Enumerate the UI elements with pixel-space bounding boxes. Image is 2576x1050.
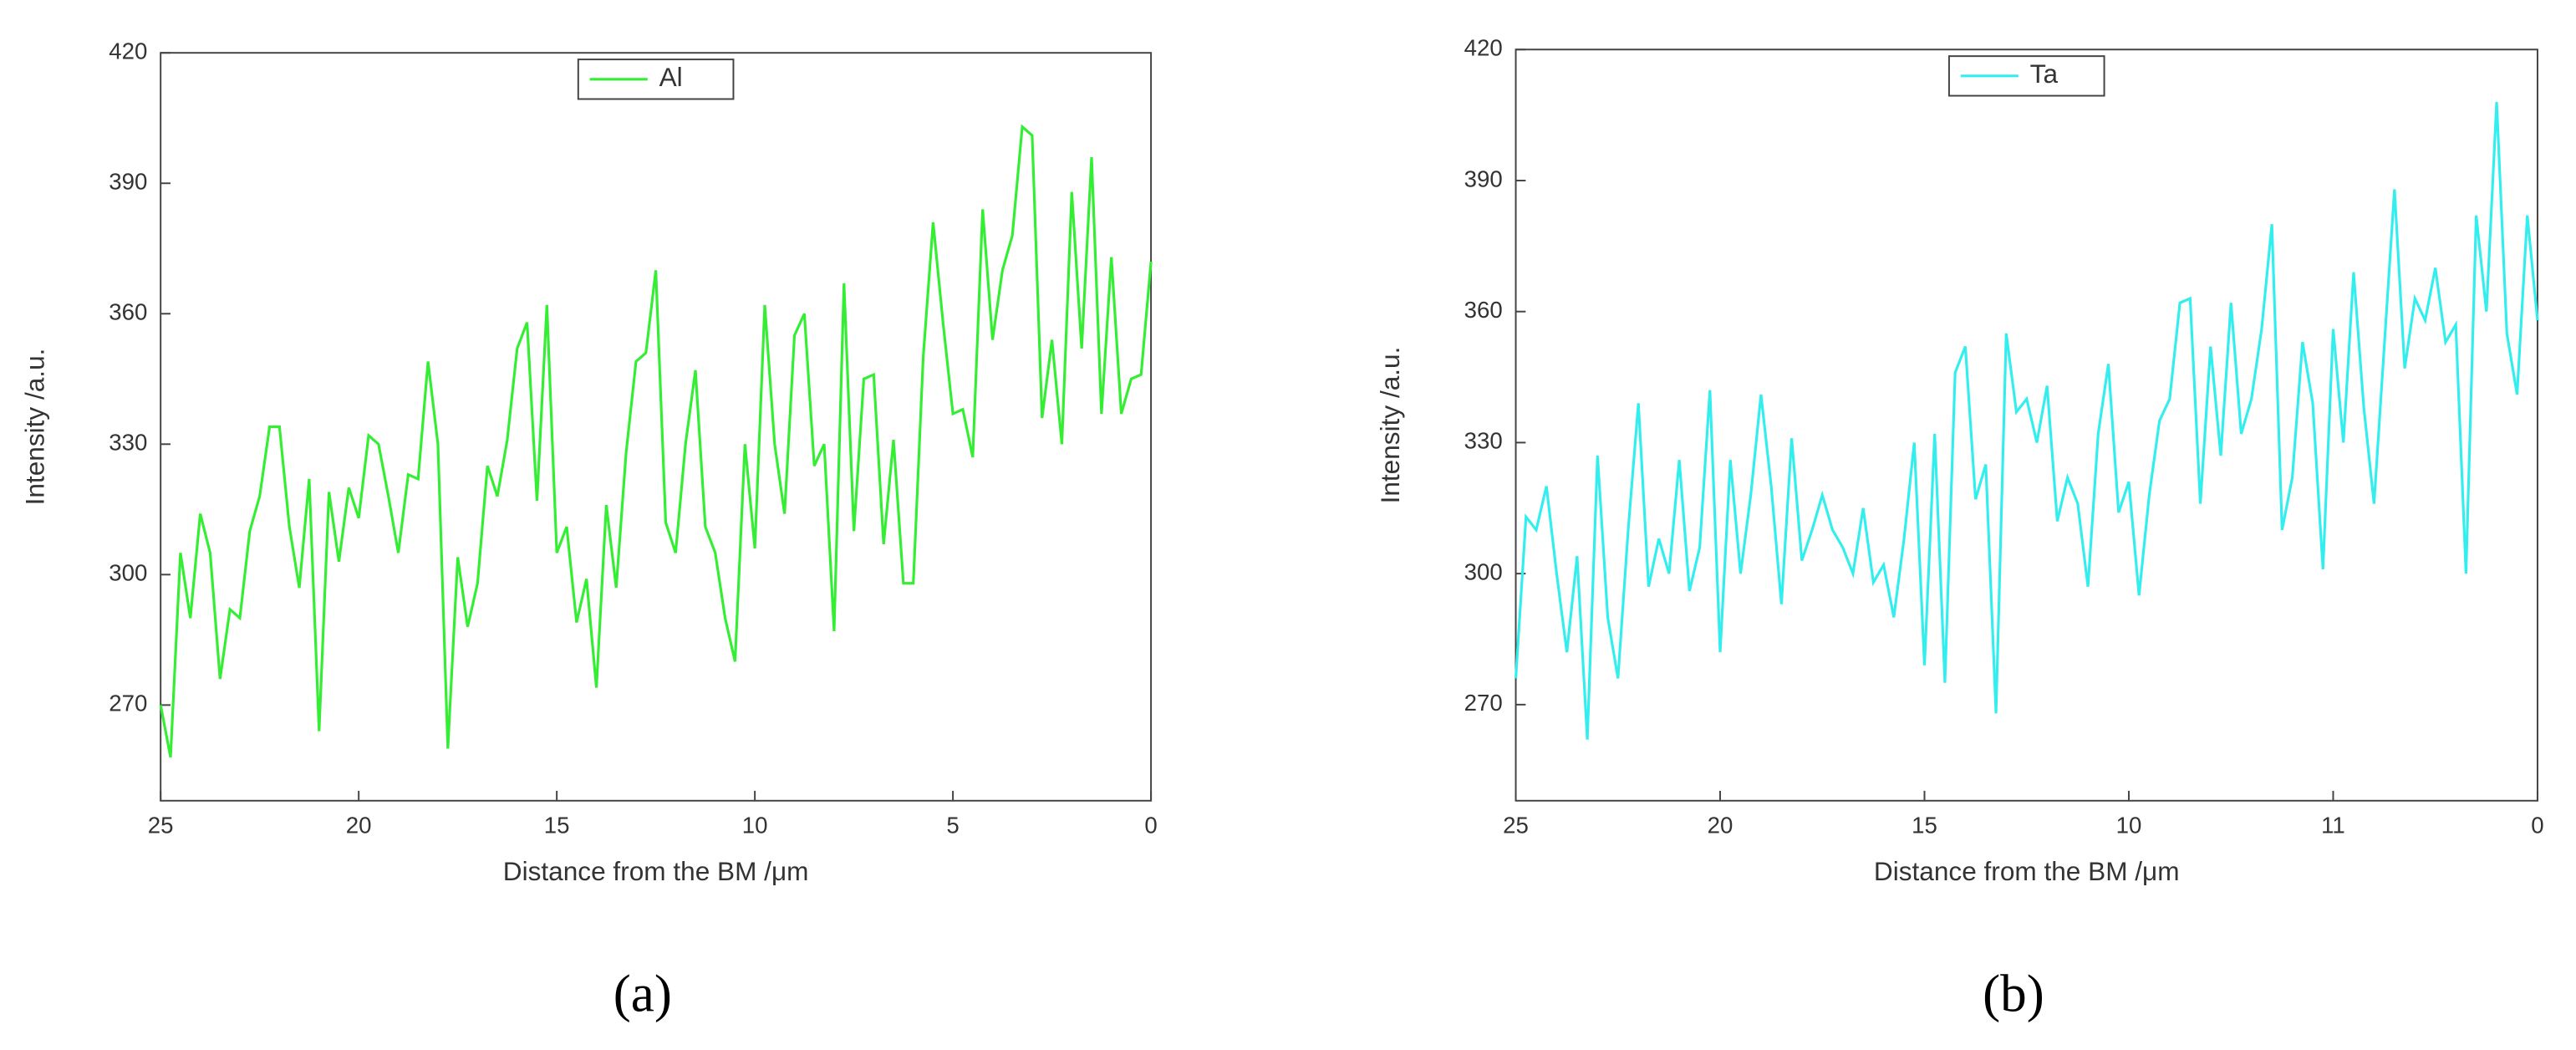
- y-tick-label: 330: [1464, 428, 1503, 454]
- y-tick-label: 270: [1464, 690, 1503, 716]
- legend-label: Ta: [2030, 59, 2059, 89]
- x-tick-label: 20: [346, 813, 372, 838]
- y-tick-label: 360: [109, 299, 147, 325]
- y-tick-label: 300: [109, 560, 147, 586]
- panel-caption: (a): [613, 964, 672, 1022]
- x-tick-label: 25: [148, 813, 174, 838]
- x-tick-label: 20: [1708, 813, 1733, 838]
- y-axis-label: Intensity /a.u.: [19, 349, 49, 506]
- x-tick-label: 10: [2116, 813, 2142, 838]
- x-tick-label: 5: [946, 813, 959, 838]
- y-tick-label: 360: [1464, 297, 1503, 323]
- y-tick-label: 330: [109, 430, 147, 456]
- panel-caption: (b): [1983, 964, 2044, 1022]
- y-tick-label: 300: [1464, 558, 1503, 584]
- plot-frame: [160, 52, 1153, 802]
- x-tick-label: 0: [2531, 813, 2543, 838]
- x-tick-label: 15: [544, 813, 570, 838]
- y-axis-label: Intensity /a.u.: [1375, 347, 1405, 504]
- y-tick-label: 390: [1464, 166, 1503, 191]
- x-tick-label: 11: [2321, 813, 2345, 838]
- legend-label: Al: [659, 62, 683, 92]
- y-tick-label: 420: [109, 38, 147, 64]
- x-tick-label: 10: [742, 813, 768, 838]
- y-tick-label: 390: [109, 169, 147, 195]
- data-line: [1514, 101, 2539, 740]
- y-tick-label: 420: [1464, 35, 1503, 61]
- x-tick-label: 15: [1912, 813, 1937, 838]
- x-axis-label: Distance from the BM /μm: [1874, 856, 2180, 886]
- data-line: [159, 124, 1153, 758]
- y-tick-label: 270: [109, 691, 147, 716]
- plot-frame: [1515, 48, 2538, 802]
- x-tick-label: 0: [1144, 813, 1157, 838]
- x-axis-label: Distance from the BM /μm: [503, 856, 809, 886]
- x-tick-label: 25: [1503, 813, 1529, 838]
